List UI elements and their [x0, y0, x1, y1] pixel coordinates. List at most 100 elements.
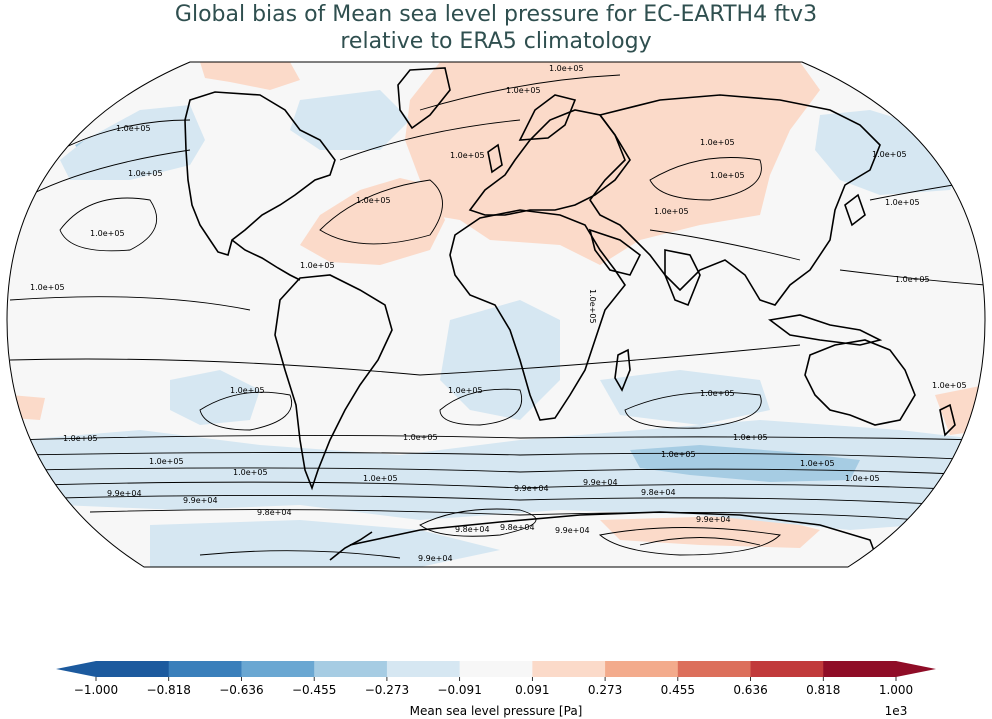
colorbar-tick-label: −0.273 [365, 683, 409, 697]
contour-label: 1.0e+05 [800, 459, 835, 468]
colorbar-segment [168, 661, 242, 677]
contour-line [59, 119, 191, 151]
colorbar-segment [677, 661, 752, 677]
coast-madagascar [614, 348, 631, 392]
colorbar-segment [314, 661, 388, 677]
coast-japan [844, 193, 866, 227]
colorbar-tick-label: 1.000 [879, 683, 913, 697]
globe-outline [6, 61, 986, 568]
contour-label: 1.0e+05 [363, 474, 398, 483]
bias-positive-atlantic [300, 178, 445, 265]
colorbar-segment [750, 661, 824, 677]
colorbar-tick-label: −0.091 [437, 683, 481, 697]
coast-antarctic-peninsula [329, 531, 373, 561]
contour-lines [9, 74, 985, 559]
contour-label: 1.0e+05 [885, 198, 920, 207]
colorbar-extend-max [896, 661, 936, 677]
coast-europe [468, 109, 631, 216]
coast-new-zealand [939, 403, 956, 437]
coast-indonesia [768, 314, 883, 346]
contour-label: 1.0e+05 [300, 261, 335, 270]
contour-label: 1.0e+05 [700, 389, 735, 398]
contour-label: 1.0e+05 [654, 207, 689, 216]
bias-negative-indian-ocean [600, 370, 770, 425]
title-line-1: Global bias of Mean sea level pressure f… [174, 2, 818, 27]
colorbar-segment [823, 661, 897, 677]
colorbar-segment [532, 661, 606, 677]
colorbar-tick-label: 0.636 [733, 683, 767, 697]
coast-uk [487, 143, 503, 174]
colorbar-tick-label: −0.636 [219, 683, 263, 697]
coast-antarctica [349, 511, 881, 567]
contour-line [839, 269, 985, 286]
contour-label: 9.9e+04 [418, 554, 453, 563]
coast-greenland [397, 67, 451, 130]
coast-africa [449, 209, 626, 421]
contour-label: 1.0e+05 [128, 169, 163, 178]
figure-title: Global bias of Mean sea level pressure f… [0, 0, 992, 55]
contour-label: 1.0e+05 [403, 433, 438, 442]
contour-line [199, 550, 401, 559]
bias-negative-north-pacific-light [60, 105, 205, 180]
colorbar-tick-label: 0.455 [661, 683, 695, 697]
contour-line [439, 388, 522, 426]
coast-north-america [184, 91, 336, 257]
contour-label: 9.9e+04 [183, 496, 218, 505]
contour-line [9, 296, 251, 311]
contour-label: 9.8e+04 [641, 488, 676, 497]
colorbar-multiplier: 1e3 [885, 704, 908, 718]
colorbar-segment [386, 661, 461, 677]
colorbar-segment [241, 661, 315, 677]
contour-label: 9.9e+04 [583, 478, 618, 487]
contour-label: 1.0e+05 [450, 151, 485, 160]
colorbar-extend-min [56, 661, 96, 677]
colorbar-segment [605, 661, 679, 677]
contour-label: 1.0e+05 [700, 138, 735, 147]
contour-label: 1.0e+05 [230, 386, 265, 395]
coast-india [664, 249, 701, 307]
contour-line [639, 537, 761, 546]
colorbar-tick-label: 0.273 [588, 683, 622, 697]
contour-label: 1.0e+05 [661, 450, 696, 459]
colorbar-segment [459, 661, 533, 677]
contour-line [29, 467, 981, 476]
contour-label: 9.9e+04 [696, 515, 731, 524]
contour-line [89, 509, 921, 521]
colorbar-segment [96, 661, 170, 677]
colorbar-tick-label: 0.818 [806, 683, 840, 697]
bias-negative-south-atlantic [440, 300, 560, 420]
contour-label: 1.0e+05 [932, 381, 967, 390]
coast-south-america [274, 274, 393, 491]
contour-line [598, 527, 781, 556]
contour-label: 9.8e+04 [455, 525, 490, 534]
title-line-2: relative to ERA5 climatology [340, 29, 652, 54]
contour-label: 9.9e+04 [555, 526, 590, 535]
contour-label: 9.9e+04 [514, 484, 549, 493]
contour-label: 1.0e+05 [506, 86, 541, 95]
contour-label: 1.0e+05 [90, 229, 125, 238]
coast-australia [804, 339, 916, 426]
contour-label: 1.0e+05 [356, 196, 391, 205]
bias-positive-north-atlantic-arc [200, 62, 300, 90]
contour-line [339, 119, 521, 161]
contour-line [29, 149, 191, 196]
contour-label: 9.8e+04 [500, 523, 535, 532]
coast-asia [589, 94, 881, 306]
contour-label: 1.0e+05 [30, 283, 65, 292]
contour-line [19, 452, 985, 461]
contour-label: 1.0e+05 [549, 64, 584, 73]
contour-label: 1.0e+05 [733, 433, 768, 442]
contour-label: 1.0e+05 [845, 474, 880, 483]
contour-line [419, 508, 537, 537]
contour-label: 1.0e+05 [895, 275, 930, 284]
contour-label: 1.0e+05 [233, 468, 268, 477]
contour-line [319, 179, 443, 245]
contour-label: 1.0e+05 [710, 171, 745, 180]
bias-positive-antarctic [600, 515, 820, 548]
colorbar-tick-label: 0.091 [515, 683, 549, 697]
coastlines [184, 67, 956, 567]
contour-line [59, 197, 158, 252]
contour-line [9, 344, 801, 376]
colorbar: −1.000 −0.818 −0.636 −0.455 −0.273 −0.091 0.09… [56, 661, 936, 697]
